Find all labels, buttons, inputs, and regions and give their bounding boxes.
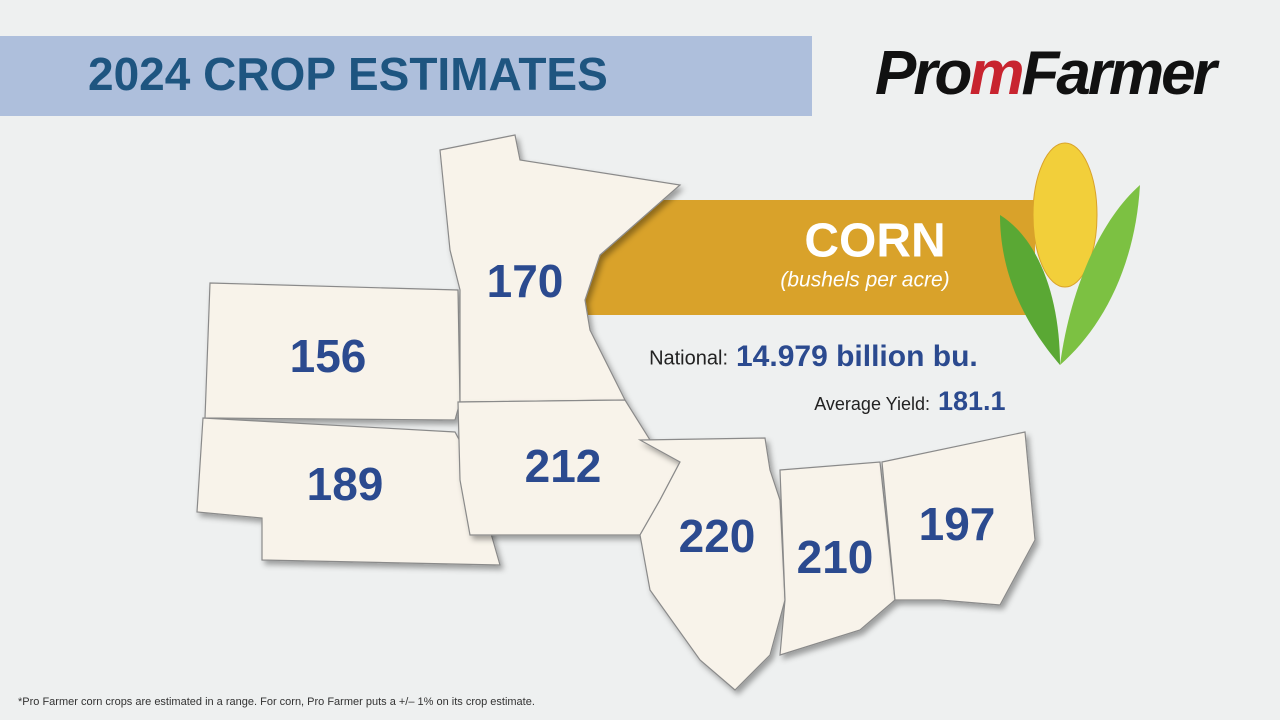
crop-name: CORN <box>804 215 945 268</box>
title: 2024 CROP ESTIMATES <box>88 48 608 100</box>
corn-icon <box>1000 142 1140 365</box>
state <box>779 461 896 656</box>
logo-part: Farmer <box>1022 39 1220 108</box>
map: 170 156 189 212 220 210 197 <box>196 134 1036 691</box>
state-yield: 156 <box>290 330 367 382</box>
state-yield: 220 <box>679 510 756 562</box>
state <box>637 437 786 691</box>
crop-unit: (bushels per acre) <box>780 269 949 292</box>
national-value: 14.979 billion bu. <box>736 340 978 373</box>
crop-banner <box>585 200 1035 315</box>
logo: PromFarmer <box>875 39 1220 108</box>
national-label: National: <box>649 347 728 369</box>
footnote: *Pro Farmer corn crops are estimated in … <box>18 696 535 708</box>
logo-part: Pro <box>875 39 970 108</box>
state <box>196 417 501 566</box>
state <box>204 282 461 421</box>
state-yield: 170 <box>487 255 564 307</box>
state-yield: 212 <box>525 440 602 492</box>
logo-mark: m <box>969 39 1022 108</box>
state-yield: 210 <box>797 531 874 583</box>
state-yield: 197 <box>919 498 996 550</box>
state-yield: 189 <box>307 458 384 510</box>
title-banner <box>0 36 812 116</box>
state <box>439 134 682 403</box>
yield-value: 181.1 <box>938 386 1006 416</box>
yield-label: Average Yield: <box>814 394 930 414</box>
state <box>881 431 1036 606</box>
